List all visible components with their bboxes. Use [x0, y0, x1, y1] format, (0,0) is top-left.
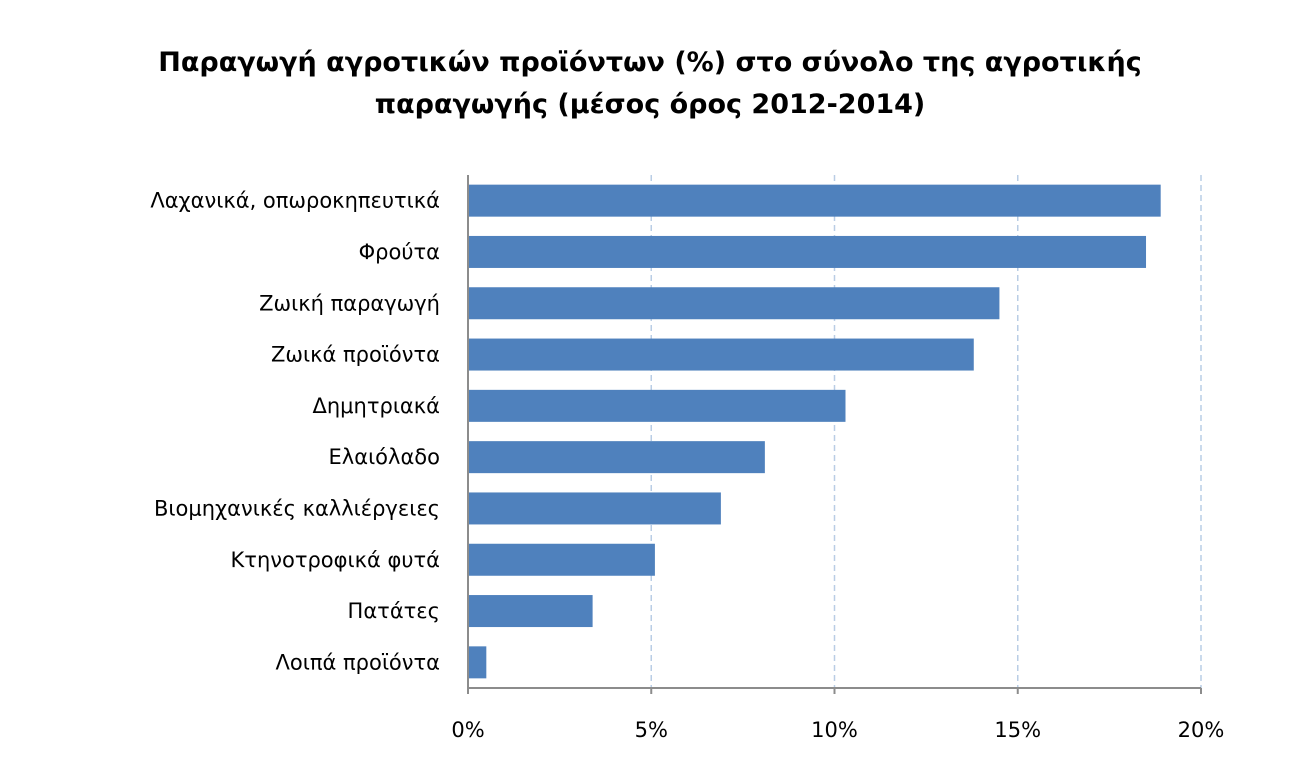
category-label-4: Ζωικά προϊόντα	[271, 343, 440, 367]
x-tick-label-5: 5%	[635, 718, 668, 742]
bar-7	[468, 492, 721, 525]
bar-10	[468, 646, 487, 679]
bar-6	[468, 441, 765, 474]
chart-title: Παραγωγή αγροτικών προϊόντων (%) στο σύν…	[150, 42, 1150, 126]
bar-8	[468, 543, 655, 576]
x-tick-label-10: 10%	[811, 718, 858, 742]
bar-2	[468, 235, 1147, 268]
bar-4	[468, 338, 974, 371]
category-label-5: Δημητριακά	[313, 394, 441, 418]
category-label-1: Λαχανικά, οπωροκηπευτικά	[150, 189, 440, 213]
category-label-3: Ζωική παραγωγή	[259, 291, 440, 315]
bar-1	[468, 184, 1161, 217]
category-label-8: Κτηνοτροφικά φυτά	[231, 548, 440, 572]
category-label-7: Βιομηχανικές καλλιέργειες	[154, 496, 440, 520]
bar-9	[468, 595, 593, 628]
bars	[468, 184, 1161, 679]
category-label-6: Ελαιόλαδο	[329, 445, 440, 469]
bar-3	[468, 287, 1000, 320]
chart-title-line-1: Παραγωγή αγροτικών προϊόντων (%) στο σύν…	[158, 47, 1142, 78]
category-label-2: Φρούτα	[359, 240, 440, 264]
axes	[467, 175, 1202, 694]
category-labels: Λαχανικά, οπωροκηπευτικά Φρούτα Ζωική παρα…	[150, 189, 440, 675]
x-tick-label-20: 20%	[1178, 718, 1225, 742]
x-tick-label-15: 15%	[994, 718, 1041, 742]
category-label-9: Πατάτες	[348, 599, 440, 623]
tick-labels: 0% 5% 10% 15% 20%	[451, 718, 1224, 742]
chart-title-line-2: παραγωγής (μέσος όρος 2012-2014)	[374, 89, 926, 120]
x-tick-label-0: 0%	[451, 718, 484, 742]
category-label-10: Λοιπά προϊόντα	[276, 650, 440, 674]
bar-5	[468, 389, 846, 422]
